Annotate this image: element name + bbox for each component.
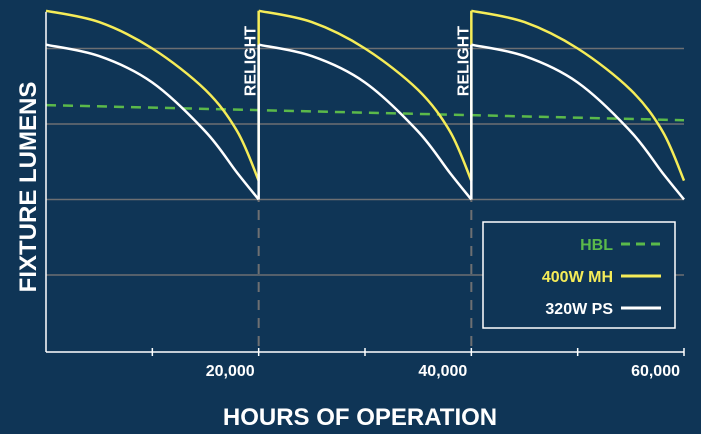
legend-label-hbl: HBL <box>580 237 613 254</box>
x-axis-title: HOURS OF OPERATION <box>223 404 497 431</box>
x-tick-label-20000: 20,000 <box>206 363 255 380</box>
legend-label-320w-ps: 320W PS <box>545 301 613 318</box>
series-320w-ps-segment-1 <box>45 43 260 201</box>
x-tick-label-40000: 40,000 <box>418 363 467 380</box>
x-ticks: 20,000 40,000 60,000 <box>151 348 685 380</box>
relight-label-2: RELIGHT <box>455 26 472 96</box>
legend-label-400w-mh: 400W MH <box>542 269 613 286</box>
legend: HBL 400W MH 320W PS <box>482 221 676 329</box>
x-tick-label-60000: 60,000 <box>631 363 680 380</box>
series-400w-mh-segment-1 <box>45 9 260 182</box>
series-400w-mh-segment-3 <box>471 9 686 182</box>
relight-label-1: RELIGHT <box>243 26 260 96</box>
series-320w-ps-segment-3 <box>471 43 685 201</box>
series-lines <box>45 9 686 201</box>
y-axis-title: FIXTURE LUMENS <box>15 82 42 293</box>
series-320w-ps-segment-2 <box>258 43 473 201</box>
series-hbl <box>45 103 685 122</box>
series-400w-mh-segment-2 <box>258 9 473 182</box>
relight-markers: RELIGHT RELIGHT <box>243 12 473 352</box>
